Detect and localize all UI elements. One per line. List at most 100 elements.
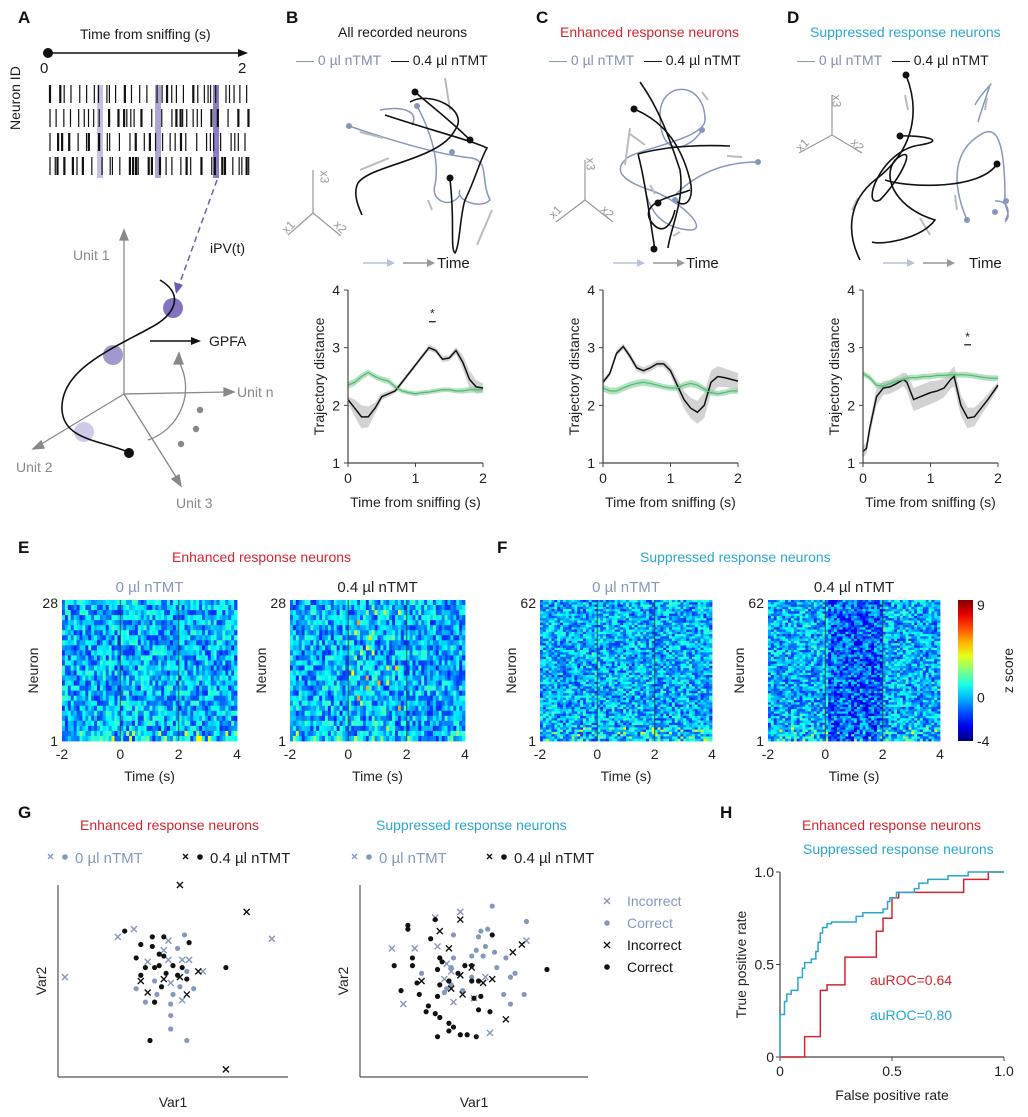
heatmap-cell (674, 634, 678, 637)
heatmap-cell (336, 615, 340, 621)
heatmap-cell (196, 730, 200, 737)
heatmap-cell (225, 680, 229, 687)
heatmap-cell (184, 705, 188, 712)
heatmap-cell (146, 605, 150, 611)
heatmap-cell (412, 610, 416, 616)
heatmap-cell (132, 735, 136, 742)
heatmap-cell (210, 650, 215, 656)
heatmap-cell (671, 606, 676, 610)
heatmap-cell (79, 700, 83, 707)
heatmap-cell (623, 636, 627, 640)
x-tick-label: 2 (403, 746, 411, 762)
time-label-d: Time (969, 255, 1002, 272)
heatmap-cell (111, 725, 115, 732)
heatmap-cell (64, 650, 69, 656)
heatmap-cell (313, 730, 317, 737)
heatmap-cell (386, 735, 390, 742)
heatmap-cell (362, 665, 367, 671)
heatmap-cell (327, 600, 332, 606)
heatmap-cell (169, 645, 174, 651)
heatmap-cell (643, 643, 647, 646)
heatmap-cell (175, 685, 180, 692)
heatmap-cell (571, 627, 575, 630)
heatmap-cell (342, 660, 346, 666)
heatmap-cell (97, 620, 101, 626)
heatmap-cell (117, 615, 121, 621)
heatmap-cell (444, 725, 448, 732)
heatmap-cell (435, 710, 440, 717)
heatmap-cell (603, 640, 607, 644)
heatmap-cell (551, 622, 555, 626)
heatmap-cell (365, 645, 370, 651)
heatmap-cell (111, 605, 115, 611)
heatmap-cell (143, 700, 147, 707)
heatmap-cell (126, 630, 130, 636)
heatmap-cell (403, 685, 408, 692)
heatmap-cell (677, 604, 681, 608)
heatmap-cell (651, 629, 656, 633)
heatmap-cell (459, 650, 463, 656)
heatmap-cell (313, 735, 317, 742)
heatmap-cell (418, 625, 422, 631)
heatmap-cell (424, 635, 428, 641)
heatmap-cell (295, 640, 300, 646)
heatmap-cell (617, 638, 621, 642)
heatmap-cell (432, 615, 437, 621)
heatmap-cell (120, 680, 124, 687)
heatmap-cell (368, 635, 373, 641)
sem-band (348, 344, 483, 429)
heatmap-cell (292, 720, 297, 727)
heatmap-cell (117, 730, 121, 737)
heatmap-cell (571, 613, 575, 617)
heatmap-cell (94, 670, 98, 676)
heatmap-cell (542, 636, 547, 640)
heatmap-cell (190, 615, 194, 621)
heatmap-cell (677, 643, 681, 646)
heatmap-cell (132, 605, 136, 611)
heatmap-cell (199, 725, 203, 732)
heatmap-cell (126, 605, 130, 611)
heatmap-cell (554, 645, 558, 649)
heatmap-cell (330, 660, 335, 666)
heatmap-cell (392, 695, 396, 702)
heatmap-cell (671, 625, 676, 628)
heatmap-cell (380, 635, 384, 641)
heatmap-cell (161, 700, 165, 707)
heatmap-cell (336, 730, 340, 737)
heatmap-cell (421, 655, 425, 661)
heatmap-cell (640, 643, 644, 646)
heatmap-cell (459, 645, 463, 651)
heatmap-cell (608, 643, 613, 646)
heatmap-cell (365, 735, 370, 742)
heatmap-cell (617, 645, 621, 649)
heatmap-cell (660, 629, 664, 633)
heatmap-cell (149, 720, 153, 727)
heatmap-cell (709, 645, 713, 649)
heatmap-cell (73, 620, 77, 626)
heatmap-cell (210, 720, 215, 727)
heatmap-cell (703, 647, 707, 651)
heatmap-cell (421, 615, 425, 621)
heatmap-cell (164, 660, 168, 666)
heatmap-cell (216, 715, 220, 722)
heatmap-cell (669, 602, 673, 605)
heatmap-cell (301, 710, 305, 717)
heatmap-cell (351, 695, 355, 702)
heatmap-cell (663, 604, 667, 608)
heatmap-cell (666, 602, 670, 605)
heatmap-cell (327, 640, 332, 646)
heatmap-cell (123, 680, 127, 687)
heatmap-cell (403, 700, 408, 707)
heatmap-cell (583, 611, 587, 615)
y-tick-label: 3 (332, 340, 340, 356)
heatmap-cell (108, 695, 112, 702)
heatmap-cell (342, 680, 346, 687)
heatmap-cell (79, 710, 83, 717)
heatmap-cell (316, 700, 320, 707)
heatmap-cell (403, 735, 408, 742)
heatmap-cell (430, 650, 434, 656)
heatmap-cell (651, 622, 656, 626)
heatmap-cell (608, 618, 613, 621)
heatmap-cell (152, 720, 156, 727)
